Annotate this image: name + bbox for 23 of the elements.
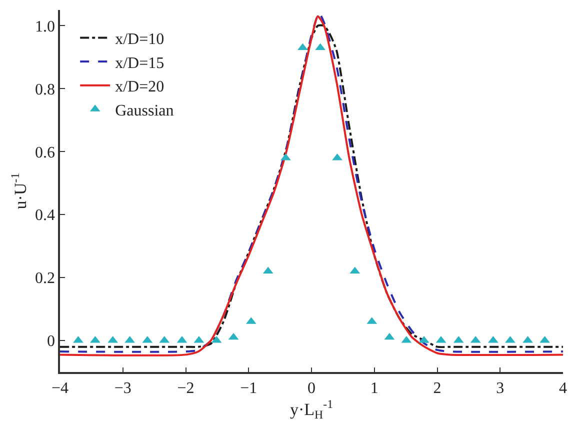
y-tick-label: 0.6 [35,144,56,162]
x-tick-label: 3 [496,380,504,397]
legend-label: x/D=20 [115,78,164,96]
y-tick-label: 0.8 [35,81,56,98]
y-tick-label: 1.0 [35,18,56,36]
point [315,43,326,50]
x-tick-label: 1 [370,380,378,397]
x-tick-label: −2 [177,380,194,397]
point [280,153,291,160]
x-tick-label: 4 [559,380,567,397]
point [332,153,342,160]
x-tick-label: 0 [308,380,316,397]
point [298,43,308,50]
y-tick-label: 0.4 [35,207,56,224]
x-tick-label: −1 [240,380,258,397]
y-tick-label: 0 [47,333,56,350]
y-tick-label: 0.2 [35,270,56,288]
x-tick-label: −4 [51,380,69,397]
legend-label: x/D=10 [115,31,164,48]
x-tick-label: 2 [433,380,442,397]
legend-label: Gaussian [115,102,174,120]
legend-label: x/D=15 [115,54,164,72]
x-tick-label: −3 [114,380,132,397]
